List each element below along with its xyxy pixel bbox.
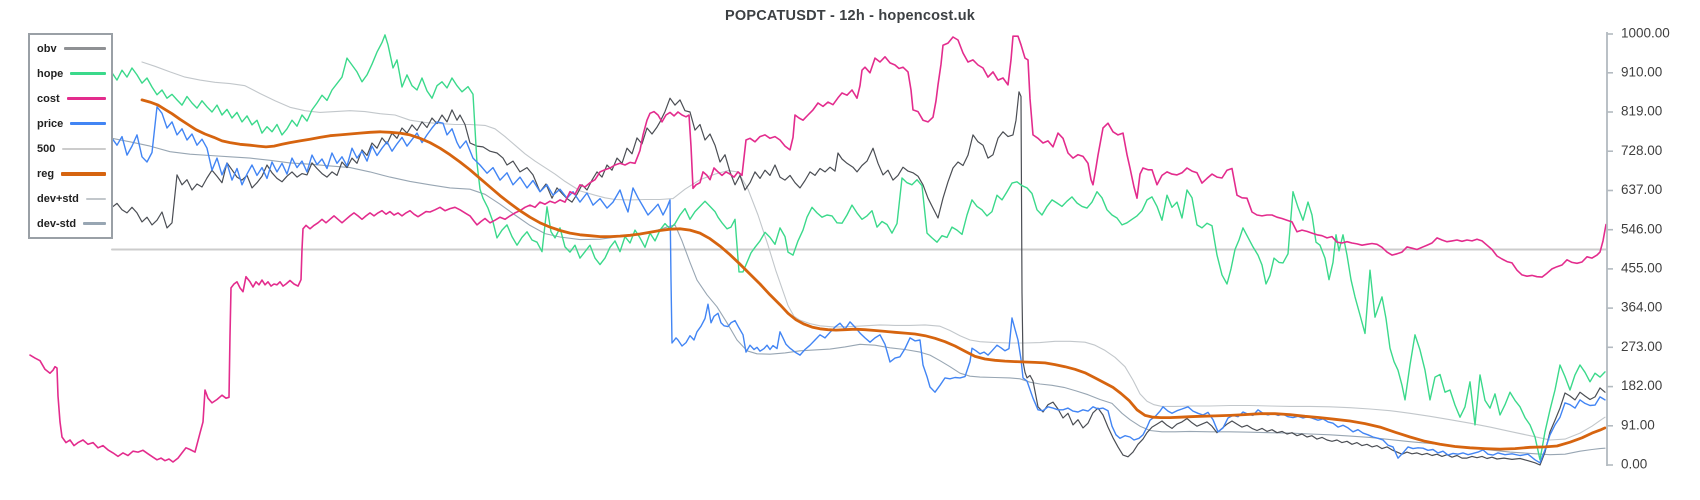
series-line-obv — [111, 91, 1606, 466]
y-axis-tick-label: 182.00 — [1621, 378, 1662, 393]
series-line-hope — [111, 34, 1606, 461]
legend-item-label: dev-std — [37, 217, 77, 230]
series-line-cost — [29, 35, 1607, 463]
y-axis-tick-label: 819.00 — [1621, 104, 1662, 119]
legend-item-label: 500 — [37, 142, 56, 155]
legend-item-label: cost — [37, 92, 60, 105]
legend-swatch-obv — [63, 47, 106, 50]
legend-item-label: hope — [37, 67, 64, 80]
legend-item-6-dev-std[interactable]: dev+std — [30, 186, 111, 211]
series-line-reg — [140, 98, 1607, 451]
legend-item-0-obv[interactable]: obv — [30, 36, 111, 61]
legend-swatch-price — [70, 122, 106, 125]
y-axis-tick-label: 273.00 — [1621, 339, 1662, 354]
legend-swatch-500 — [62, 147, 106, 150]
y-axis-tick-label: 1000.00 — [1621, 26, 1670, 41]
legend-swatch-hope — [70, 72, 106, 75]
y-axis-tick-label: 910.00 — [1621, 64, 1662, 79]
legend-item-label: price — [37, 117, 64, 130]
y-axis-tick-label: 364.00 — [1621, 300, 1662, 315]
y-axis-tick-label: 455.00 — [1621, 260, 1662, 275]
series-line-price — [111, 106, 1606, 464]
legend-item-5-reg[interactable]: reg — [30, 161, 111, 186]
legend-item-2-cost[interactable]: cost — [30, 86, 111, 111]
legend-item-4-500[interactable]: 500 — [30, 136, 111, 161]
legend-item-label: reg — [37, 167, 55, 180]
legend-swatch-dev-std — [85, 197, 106, 200]
legend-swatch-dev-std — [83, 222, 106, 225]
y-axis-tick-label: 637.00 — [1621, 182, 1662, 197]
legend-item-3-price[interactable]: price — [30, 111, 111, 136]
series-line-dev-std — [111, 137, 1606, 456]
legend-box: obv hope cost price 500 reg dev+std dev-std — [28, 33, 113, 239]
y-axis-tick-label: 0.00 — [1621, 457, 1647, 472]
legend-swatch-cost — [66, 97, 106, 100]
legend-item-7-dev-std[interactable]: dev-std — [30, 211, 111, 236]
chart-title: POPCATUSDT - 12h - hopencost.uk — [724, 8, 976, 24]
legend-item-label: dev+std — [37, 192, 79, 205]
legend-item-1-hope[interactable]: hope — [30, 61, 111, 86]
y-axis-tick-label: 728.00 — [1621, 143, 1662, 158]
y-axis-tick-label: 91.00 — [1621, 417, 1655, 432]
legend-item-label: obv — [37, 42, 57, 55]
y-axis-tick-label: 546.00 — [1621, 221, 1662, 236]
series-line-dev-std — [141, 61, 1606, 441]
legend-swatch-reg — [61, 171, 106, 176]
